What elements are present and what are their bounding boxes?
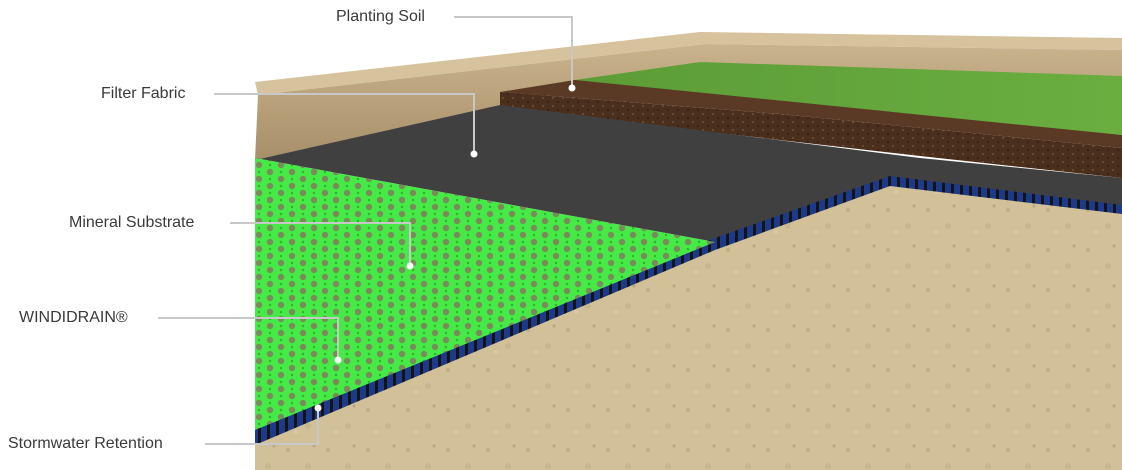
planting-soil-label: Planting Soil bbox=[336, 8, 425, 25]
filter-fabric-leader bbox=[214, 93, 475, 154]
stormwater-retention-leader bbox=[205, 408, 319, 445]
filter-fabric-layer bbox=[255, 105, 1122, 242]
windidrain-layer bbox=[255, 158, 715, 430]
mineral-substrate-marker bbox=[406, 262, 414, 270]
filter-fabric-marker bbox=[470, 150, 478, 158]
stormwater-retention-marker bbox=[314, 404, 322, 412]
parapet-wall-top bbox=[255, 32, 1122, 95]
stormwater-retention-label: Stormwater Retention bbox=[8, 435, 163, 452]
windidrain-marker bbox=[334, 356, 342, 364]
planting-soil-leader bbox=[454, 16, 573, 88]
planting-soil-marker bbox=[568, 84, 576, 92]
windidrain-leader bbox=[158, 317, 339, 360]
filter-fabric-label: Filter Fabric bbox=[101, 85, 186, 102]
windidrain-label: WINDIDRAIN® bbox=[19, 309, 128, 326]
planting-soil-layer bbox=[500, 92, 1122, 178]
concrete-base bbox=[255, 180, 1122, 470]
planting-soil-top bbox=[500, 80, 1122, 148]
grass-layer bbox=[510, 62, 1122, 135]
mineral-substrate-label: Mineral Substrate bbox=[69, 214, 195, 231]
mineral-substrate-leader bbox=[230, 222, 411, 266]
stormwater-retention-layer bbox=[255, 176, 1122, 445]
